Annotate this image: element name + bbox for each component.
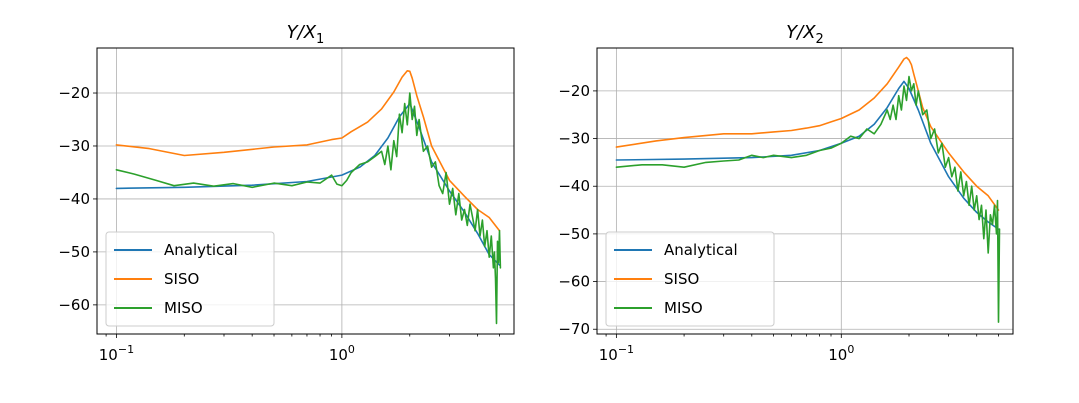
series-line-siso: [115, 70, 501, 232]
y-tick-label: −20: [558, 82, 590, 100]
series-line-miso: [615, 75, 1001, 323]
axes-frame: [96, 47, 515, 335]
y-tick-label: −30: [558, 130, 590, 148]
legend: Analytical SISO MISO: [105, 231, 275, 327]
y-tick-label: −30: [58, 137, 90, 155]
x-tick-label: 100: [828, 343, 854, 364]
chart-panel-y-x2: −70 −60 −50 −40 −30 −20 10−1 100 Y/X2 Analytical S…: [558, 22, 1014, 364]
legend-label-miso: MISO: [664, 299, 703, 317]
legend-label-siso: SISO: [664, 270, 699, 288]
y-tick-label: −70: [558, 320, 590, 338]
legend-label-siso: SISO: [164, 270, 199, 288]
series-line-siso: [615, 56, 1000, 211]
axes-frame: [596, 47, 1014, 335]
chart-title: Y/X2: [786, 22, 824, 47]
x-tick-label: 100: [329, 343, 355, 364]
chart-title: Y/X1: [287, 22, 325, 47]
y-tick-label: −40: [58, 190, 90, 208]
legend-label-miso: MISO: [164, 299, 203, 317]
legend-label-analytical: Analytical: [164, 241, 238, 259]
y-tick-label: −60: [558, 273, 590, 291]
series-line-miso: [115, 92, 502, 325]
y-tick-label: −40: [558, 177, 590, 195]
y-tick-label: −20: [58, 84, 90, 102]
y-tick-label: −50: [58, 243, 90, 261]
legend: Analytical SISO MISO: [605, 231, 775, 327]
y-tick-label: −60: [58, 296, 90, 314]
x-tick-label: 10−1: [599, 343, 634, 364]
chart-panel-y-x1: −60 −50 −40 −30 −20 10−1 100 Y/X1 Analytical SISO…: [58, 22, 515, 364]
legend-label-analytical: Analytical: [664, 241, 738, 259]
y-tick-label: −50: [558, 225, 590, 243]
x-tick-label: 10−1: [99, 343, 134, 364]
series-line-analytical: [615, 80, 1000, 230]
